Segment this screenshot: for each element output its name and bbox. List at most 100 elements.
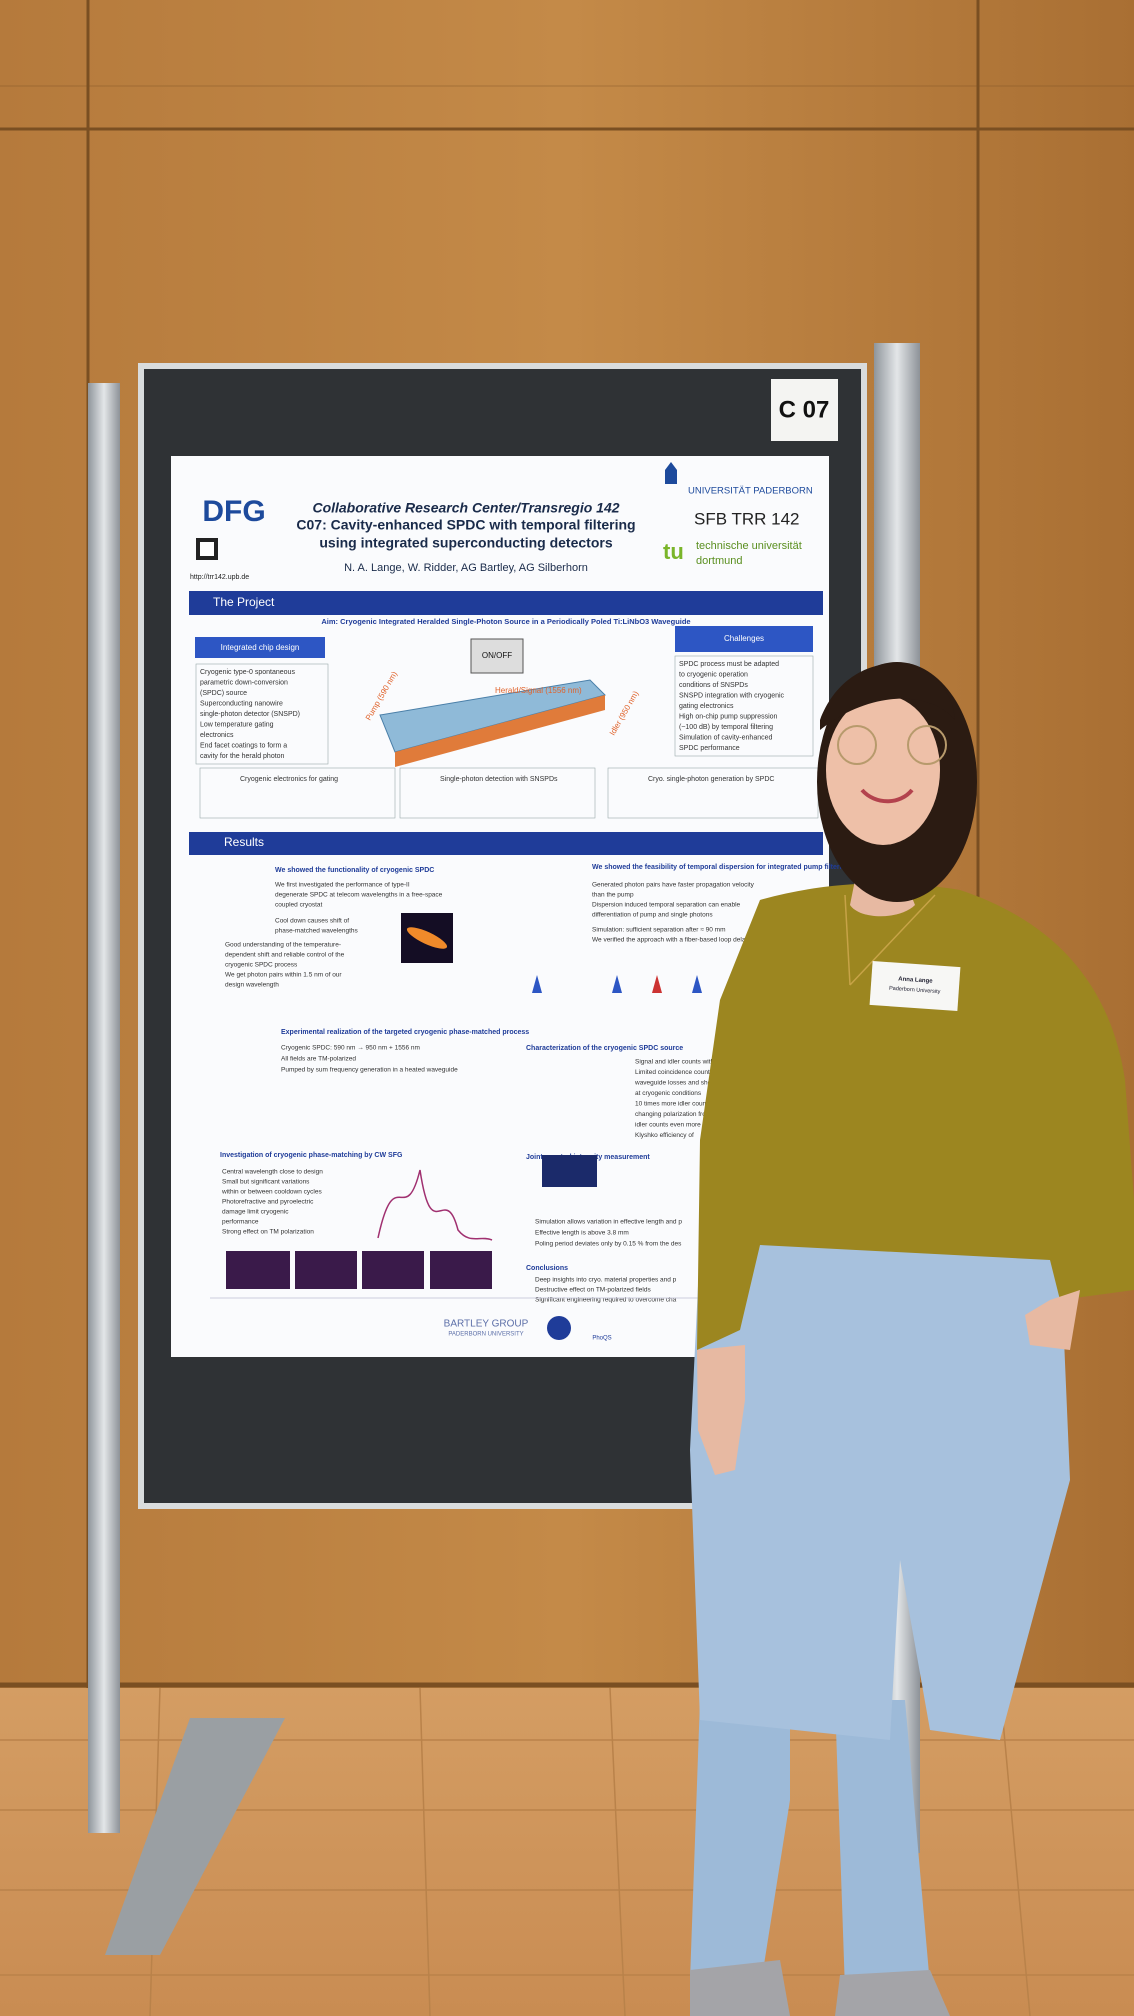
poster-logo: DFG: [202, 495, 265, 528]
bullet: SNSPD integration with cryogenic: [679, 692, 785, 699]
institution: SFB TRR 142: [694, 509, 800, 528]
box: [195, 663, 329, 765]
section-bar: [189, 832, 823, 855]
bullet: End facet coatings to form a: [200, 742, 287, 749]
result-heading: We showed the feasibility of temporal di…: [592, 864, 850, 871]
result-text: differentiation of pump and single photo…: [592, 912, 713, 919]
result-text: We first investigated the performance of…: [275, 882, 410, 889]
bullet: High on-chip pump suppression: [679, 713, 778, 720]
result-text: Deep insights into cryo. material proper…: [535, 1277, 677, 1284]
box-heading: [195, 637, 325, 658]
result-heading: Experimental realization of the targeted…: [281, 1029, 529, 1036]
heatmap-spot: [406, 927, 448, 949]
result-text: Destructive effect on TM-polarized field…: [535, 1287, 651, 1294]
qr-code: [200, 542, 214, 556]
tu-logo: tu: [663, 539, 684, 564]
name-tag-text: Paderborn University: [889, 986, 941, 996]
sign-text: C 07: [779, 396, 830, 423]
result-text: Klyshko efficiency of: [635, 1132, 694, 1139]
result-text: Simulation: sufficient separation after …: [592, 927, 726, 934]
strip-box: [399, 767, 596, 819]
result-text: waveguide losses and shot: [634, 1080, 713, 1087]
result-text: Limited coincidence counts: [635, 1069, 714, 1076]
result-heading: Investigation of cryogenic phase-matchin…: [220, 1152, 403, 1159]
section-heading: The Project: [213, 595, 275, 609]
bullet: SPDC process must be adapted: [679, 661, 779, 668]
result-text: performance: [222, 1219, 259, 1226]
micrographs: [226, 1251, 492, 1289]
result-text: Central wavelength close to design: [222, 1169, 323, 1176]
result-text: Cool down causes shift of: [275, 918, 349, 925]
chip-side: [395, 695, 605, 767]
bullet: Superconducting nanowire: [200, 700, 283, 707]
upb-logo: [665, 462, 677, 484]
jsi-plot: [542, 1155, 597, 1187]
result-text: within or between cooldown cycles: [221, 1189, 322, 1196]
result-text: We get photon pairs within 1.5 nm of our: [225, 972, 342, 979]
result-text: Dispersion induced temporal separation c…: [592, 902, 741, 909]
result-text: degenerate SPDC at telecom wavelengths i…: [275, 892, 443, 899]
box-heading-text: Integrated chip design: [221, 643, 300, 652]
bullet: electronics: [200, 732, 234, 739]
result-text: damage limit cryogenic: [222, 1209, 289, 1216]
box: [674, 655, 814, 757]
bullet: Simulation of cavity-enhanced: [679, 734, 772, 741]
result-text: Small but significant variations: [222, 1179, 310, 1186]
result-heading: We showed the functionality of cryogenic…: [275, 867, 434, 874]
result-text: Good understanding of the temperature-: [225, 942, 341, 949]
pulses: [532, 975, 702, 993]
bullet: Cryogenic type-0 spontaneous: [200, 669, 295, 676]
result-text: Photorefractive and pyroelectric: [222, 1199, 314, 1206]
bullet: (SPDC) source: [200, 690, 247, 697]
poster-subtitle: C07: Cavity-enhanced SPDC with temporal …: [296, 517, 635, 533]
diagram-label: Herald/Signal (1556 nm): [495, 686, 582, 695]
result-text: coupled cryostat: [275, 902, 323, 909]
result-text: design wavelength: [225, 982, 279, 989]
bullet: (~100 dB) by temporal filtering: [679, 724, 773, 731]
bullet: Low temperature gating: [200, 721, 274, 728]
result-text: phase-matched wavelengths: [275, 928, 358, 935]
spectrum-curve: [377, 1169, 493, 1241]
bullet: to cryogenic operation: [679, 671, 748, 678]
bullet: SPDC performance: [679, 745, 740, 752]
stand-pole: [88, 383, 120, 1833]
bullet: gating electronics: [679, 703, 734, 710]
aim: Aim: Cryogenic Integrated Heralded Singl…: [321, 617, 690, 626]
box-heading: [675, 626, 813, 652]
result-text: Generated photon pairs have faster propa…: [592, 882, 755, 889]
result-text: idler counts even more: [635, 1122, 701, 1129]
diagram-label: ON/OFF: [482, 651, 512, 660]
bullet: single-photon detector (SNSPD): [200, 711, 300, 718]
poster-authors: N. A. Lange, W. Ridder, AG Bartley, AG S…: [344, 562, 588, 574]
institution: dortmund: [696, 555, 742, 567]
strip-label: Cryo. single-photon generation by SPDC: [648, 776, 774, 783]
strip-box: [199, 767, 396, 819]
result-text: dependent shift and reliable control of …: [225, 952, 345, 959]
result-text: Strong effect on TM polarization: [222, 1229, 314, 1236]
result-heading: Characterization of the cryogenic SPDC s…: [526, 1045, 683, 1052]
result-text: Cryogenic SPDC: 590 nm → 950 nm + 1556 n…: [281, 1045, 420, 1052]
name-tag-text: Anna Lange: [898, 976, 933, 984]
result-text: changing polarization fro: [635, 1111, 706, 1118]
bullet: conditions of SNSPDs: [679, 682, 748, 689]
result-text: Pumped by sum frequency generation in a …: [281, 1067, 458, 1074]
result-text: than the pump: [592, 892, 634, 899]
section-heading: Results: [224, 835, 264, 849]
bullet: cavity for the herald photon: [200, 753, 285, 760]
strip-label: Single-photon detection with SNSPDs: [440, 776, 558, 783]
result-text: at cryogenic conditions: [635, 1090, 702, 1097]
result-text: Poling period deviates only by 0.15 % fr…: [535, 1241, 682, 1248]
switch: [470, 638, 524, 674]
bullet: parametric down-conversion: [200, 679, 288, 686]
footer-text: PhoQS: [592, 1336, 611, 1342]
result-text: Significant engineering required to over…: [535, 1297, 677, 1304]
result-text: We verified the approach with a fiber-ba…: [592, 937, 749, 944]
strip-label: Cryogenic electronics for gating: [240, 776, 338, 783]
footer-logo: [547, 1316, 571, 1340]
institution: technische universität: [696, 540, 802, 552]
result-text: cryogenic SPDC process: [225, 962, 298, 969]
poster-url: http://trr142.upb.de: [190, 574, 249, 581]
footer-text: BARTLEY GROUP: [444, 1319, 529, 1330]
stand-foot: [105, 1718, 285, 1955]
